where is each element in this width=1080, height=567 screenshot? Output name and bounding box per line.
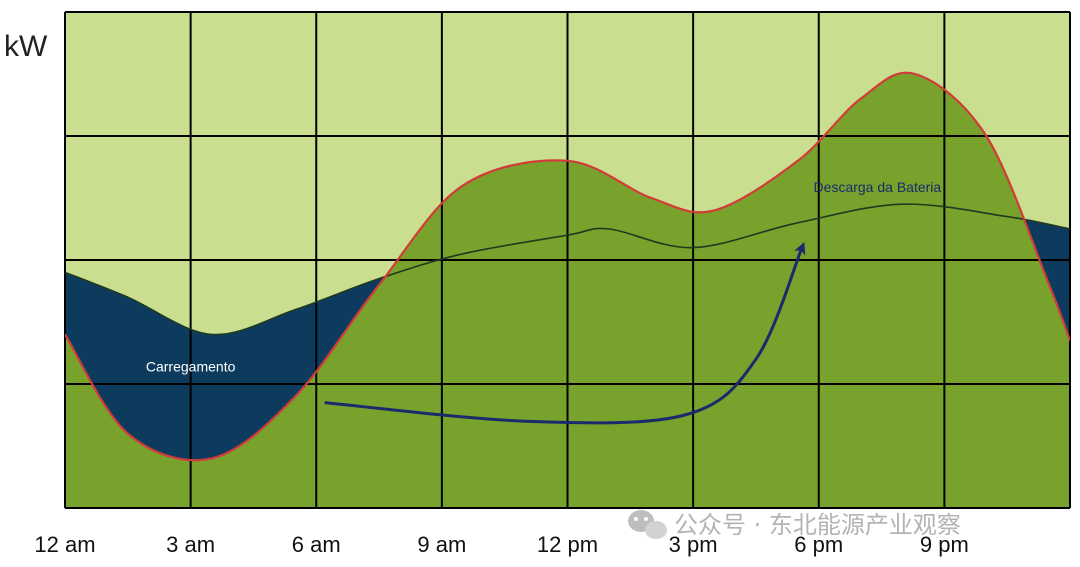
watermark-text: 公众号 · 东北能源产业观察 — [674, 511, 961, 539]
x-tick-label: 3 am — [166, 532, 215, 557]
arrow-connector — [324, 242, 806, 425]
annotation-charging: Carregamento — [146, 359, 236, 375]
series-line-demand — [65, 71, 1070, 462]
x-tick-labels: 12 am 3 am 6 am 9 am 12 pm 3 pm 6 pm 9 pm — [34, 532, 968, 557]
x-tick-label: 6 pm — [794, 532, 843, 557]
wechat-icon — [628, 510, 667, 539]
watermark: 公众号 · 东北能源产业观察 — [628, 510, 961, 539]
x-tick-label: 3 pm — [669, 532, 718, 557]
x-tick-label: 6 am — [292, 532, 341, 557]
y-axis-label: kW — [4, 30, 48, 63]
x-tick-label: 12 am — [34, 532, 95, 557]
grid-lines — [64, 11, 1071, 509]
x-tick-label: 9 pm — [920, 532, 969, 557]
annotation-discharge: Descarga da Bateria — [814, 179, 942, 195]
series-line-base — [65, 203, 1070, 336]
x-tick-label: 9 am — [417, 532, 466, 557]
x-tick-label: 12 pm — [537, 532, 598, 557]
